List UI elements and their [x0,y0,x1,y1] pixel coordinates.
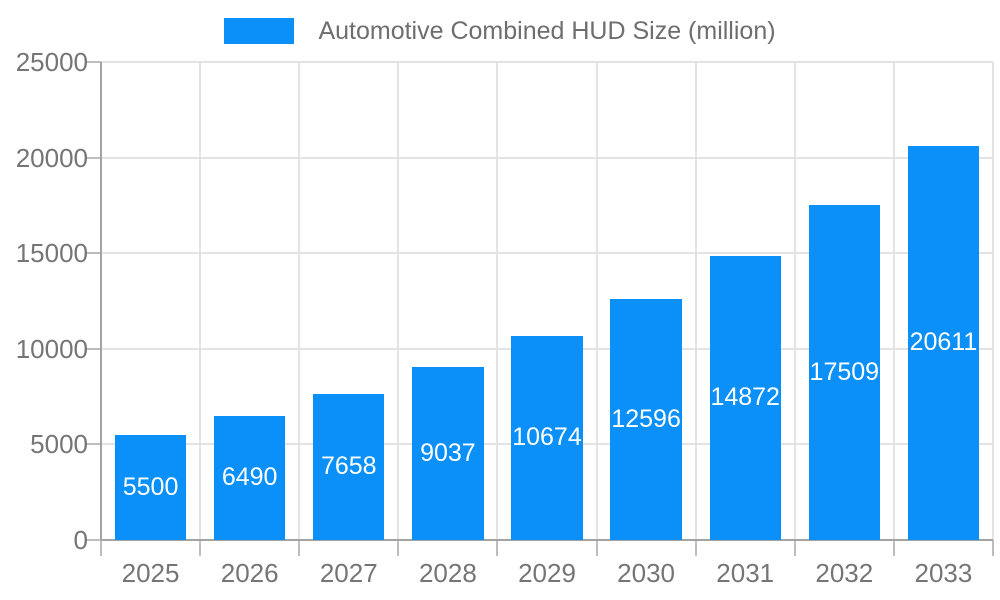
x-axis-tick [496,540,499,556]
x-gridline [694,62,697,540]
y-gridline [101,252,993,255]
x-gridline [397,62,400,540]
x-axis-label: 2025 [121,558,180,588]
bar-2029[interactable]: 10674 [511,335,583,540]
x-axis-label: 2030 [617,558,676,588]
y-axis-label: 5000 [30,429,88,460]
x-axis-label: 2027 [319,558,378,588]
bar-2030[interactable]: 12596 [610,299,682,540]
y-axis-tick [86,347,101,350]
x-axis-tick [199,540,202,556]
y-gridline [101,156,993,159]
bar-value-label: 12596 [611,405,681,434]
x-gridline [199,62,202,540]
bar-2031[interactable]: 14872 [709,255,781,540]
bar-2032[interactable]: 17509 [808,205,880,540]
x-axis-label: 2029 [518,558,576,588]
bar-2033[interactable]: 20611 [907,145,980,540]
y-axis-label: 20000 [15,142,88,173]
x-axis-tick [100,540,102,556]
bar-2028[interactable]: 9037 [412,367,484,540]
bar-value-label: 17509 [809,358,880,387]
legend-swatch [224,18,295,44]
x-axis-tick [992,540,994,556]
x-gridline [793,62,796,540]
x-axis-tick [793,540,796,556]
y-axis-label: 0 [73,525,88,555]
x-gridline [992,62,994,540]
y-axis-label: 15000 [15,238,88,269]
bar-2026[interactable]: 6490 [213,415,286,540]
y-axis-tick [86,443,101,446]
bar-value-label: 5500 [122,472,179,501]
bar-value-label: 20611 [909,328,978,357]
bar-value-label: 10674 [512,423,582,452]
x-axis-tick [595,540,598,556]
bar-value-label: 9037 [420,439,476,468]
x-axis-label: 2032 [815,558,874,588]
x-axis-label: 2033 [914,558,973,588]
bar-2025[interactable]: 5500 [114,434,187,540]
x-gridline [595,62,598,540]
x-axis-tick [397,540,400,556]
x-gridline [892,62,895,540]
x-axis-label: 2026 [220,558,279,588]
bar-2027[interactable]: 7658 [313,393,385,540]
x-gridline [496,62,499,540]
y-axis-tick [86,156,101,159]
y-axis-label: 10000 [15,333,88,364]
x-axis-line [101,539,993,541]
y-axis-tick [86,61,101,63]
bar-value-label: 14872 [710,383,780,412]
x-axis-label: 2028 [418,558,477,588]
bar-value-label: 7658 [320,452,377,481]
legend[interactable]: Automotive Combined HUD Size (million) [0,13,1000,49]
legend-label: Automotive Combined HUD Size (million) [318,16,776,45]
y-gridline [101,61,993,63]
y-axis-line [100,62,102,540]
x-axis-label: 2031 [716,558,775,588]
x-axis-tick [892,540,895,556]
x-axis-tick [694,540,697,556]
bar-value-label: 6490 [221,463,278,492]
x-gridline [298,62,301,540]
y-axis-tick [86,539,101,541]
x-axis-tick [298,540,301,556]
y-axis-tick [86,252,101,255]
y-axis-label: 25000 [15,47,88,77]
